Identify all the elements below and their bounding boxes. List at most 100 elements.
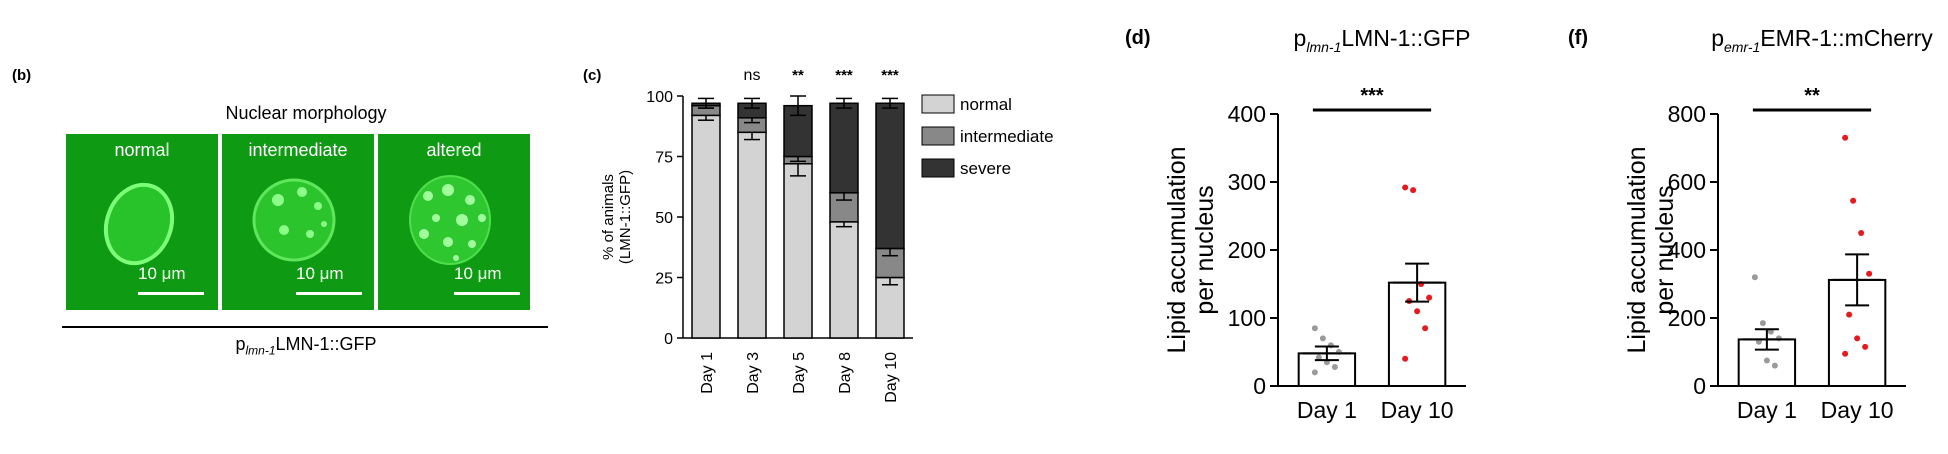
chart-d-ylabel-line2: per nucleus — [1191, 185, 1219, 314]
chart-f-point-1-1 — [1850, 197, 1857, 204]
chart-f-title: pemr-1EMR-1::mCherry — [1711, 25, 1933, 55]
chart-d-xtick-label-1: Day 10 — [1381, 397, 1454, 423]
chart-c-bar-normal-2 — [783, 163, 813, 339]
micro-image-normal: normal 10 μm — [66, 134, 218, 310]
chart-d-ytick-label-3: 300 — [1228, 169, 1266, 195]
chart-c-ylabel-line2: (LMN-1::GFP) — [617, 170, 634, 264]
chart-c-sig-2: ** — [792, 67, 804, 84]
chart-c-bar-normal-3 — [829, 221, 859, 339]
chart-d-point-1-6 — [1422, 325, 1429, 332]
chart-c-xtick-label-3: Day 8 — [837, 352, 854, 394]
chart-f-point-1-5 — [1854, 335, 1861, 342]
chart-f-ytick-label-3: 600 — [1668, 169, 1706, 195]
nucleus-normal-graphic — [103, 182, 175, 266]
chart-f-ytick-label-1: 200 — [1668, 305, 1706, 331]
chart-d-ylabel-line1: Lipid accumulation — [1163, 146, 1191, 353]
chart-f-point-1-6 — [1862, 343, 1869, 350]
panel-b-divider — [62, 326, 548, 328]
chart-c-xtick-label-1: Day 3 — [745, 352, 762, 394]
panel-b-caption: plmn-1LMN-1::GFP — [66, 334, 546, 358]
micro-image-altered: altered 10 μm — [378, 134, 530, 310]
scale-bar-altered — [454, 292, 520, 295]
micro-label-normal: normal — [114, 140, 170, 160]
chart-c-stacked-bar: (c)0 25 50 75 100% of animals (LMN-1::GFP)Day… — [583, 67, 1054, 403]
scale-bar-normal — [138, 292, 204, 295]
chart-c-xtick-label-4: Day 10 — [883, 352, 900, 403]
chart-f-ytick-label-2: 400 — [1668, 237, 1706, 263]
panel-f-letter: (f) — [1568, 27, 1588, 49]
chart-d-point-0-1 — [1319, 335, 1326, 342]
chart-d-point-1-5 — [1414, 308, 1421, 315]
chart-c-sig-3: *** — [835, 67, 853, 84]
chart-c-legend-swatch-severe — [921, 158, 955, 178]
chart-f-point-1-4 — [1846, 311, 1853, 318]
chart-f-point-1-0 — [1842, 134, 1849, 141]
chart-f-title-suffix: EMR-1::mCherry — [1760, 25, 1933, 51]
micro-image-intermediate: intermediate 10 μm — [222, 134, 374, 310]
chart-c-ylabel-line1: % of animals — [600, 174, 617, 260]
micro-label-intermediate: intermediate — [248, 140, 348, 160]
chart-c-bar-normal-4 — [875, 276, 905, 339]
chart-d-point-0-6 — [1331, 363, 1338, 370]
chart-c-ytick-label-2: 50 — [655, 210, 673, 227]
chart-f-point-1-7 — [1842, 350, 1849, 357]
panel-c-letter: (c) — [583, 67, 601, 84]
chart-c-bar-severe-3 — [829, 102, 859, 194]
chart-f-point-0-3 — [1775, 335, 1782, 342]
scale-label-normal: 10 μm — [138, 264, 186, 283]
scale-label-intermediate: 10 μm — [296, 264, 344, 283]
chart-d-point-1-7 — [1402, 355, 1409, 362]
chart-c-bar-normal-1 — [737, 131, 767, 339]
nucleus-altered-graphic — [409, 175, 491, 265]
chart-c-xtick-label-0: Day 1 — [699, 352, 716, 394]
chart-d-point-0-0 — [1311, 325, 1318, 332]
chart-c-sig-4: *** — [881, 67, 899, 84]
chart-f-point-1-2 — [1858, 230, 1865, 236]
chart-d-point-1-0 — [1402, 184, 1409, 191]
chart-d-title-sub: lmn-1 — [1306, 39, 1341, 55]
chart-c-bar-normal-0 — [691, 114, 721, 339]
chart-d-ytick-label-0: 0 — [1253, 373, 1266, 399]
chart-d-title-prefix: p — [1294, 25, 1307, 51]
chart-c-bar-severe-4 — [875, 102, 905, 250]
panel-b-caption-sub: lmn-1 — [245, 343, 276, 358]
chart-d-ytick-label-2: 200 — [1228, 237, 1266, 263]
scale-label-altered: 10 μm — [454, 264, 502, 283]
panel-b-caption-suffix: LMN-1::GFP — [275, 334, 377, 354]
chart-c-ytick-label-0: 0 — [664, 331, 673, 348]
scale-bar-intermediate — [296, 292, 362, 295]
micro-label-altered: altered — [426, 140, 482, 160]
chart-d-point-1-3 — [1426, 294, 1433, 301]
chart-d-title-suffix: LMN-1::GFP — [1341, 25, 1470, 51]
panel-d-letter: (d) — [1125, 27, 1151, 49]
chart-c-legend-swatch-normal — [921, 94, 955, 114]
chart-d-ytick-label-1: 100 — [1228, 305, 1266, 331]
nucleus-intermediate-graphic — [252, 178, 336, 262]
chart-f-ytick-label-4: 800 — [1668, 101, 1706, 127]
chart-c-legend-swatch-intermediate — [921, 126, 955, 146]
chart-f-ylabel-line2: per nucleus — [1651, 185, 1679, 314]
chart-c-ytick-label-1: 25 — [655, 271, 673, 288]
chart-d-point-0-4 — [1315, 354, 1322, 361]
chart-f-title-sub: emr-1 — [1724, 39, 1760, 55]
chart-d-point-1-1 — [1410, 187, 1417, 194]
chart-f-sig-label: ** — [1804, 85, 1820, 107]
chart-f-ytick-label-0: 0 — [1693, 373, 1706, 399]
chart-c-ytick-label-4: 100 — [646, 89, 673, 106]
panel-b-caption-prefix: p — [235, 334, 246, 354]
chart-f-xtick-label-1: Day 10 — [1821, 397, 1894, 423]
chart-c-sig-1: ns — [744, 67, 761, 84]
chart-c-xtick-label-2: Day 5 — [791, 352, 808, 394]
chart-f-ylabel-line1: Lipid accumulation — [1623, 146, 1651, 353]
chart-f-xtick-label-0: Day 1 — [1737, 397, 1797, 423]
chart-f-point-0-1 — [1759, 320, 1766, 327]
chart-d-point-0-7 — [1311, 369, 1318, 376]
chart-c-legend-label-intermediate: intermediate — [960, 127, 1054, 146]
chart-f-point-0-0 — [1751, 274, 1758, 281]
panel-b-letter: (b) — [12, 67, 32, 84]
chart-f-point-0-6 — [1771, 362, 1778, 369]
chart-f-title-prefix: p — [1711, 25, 1724, 51]
